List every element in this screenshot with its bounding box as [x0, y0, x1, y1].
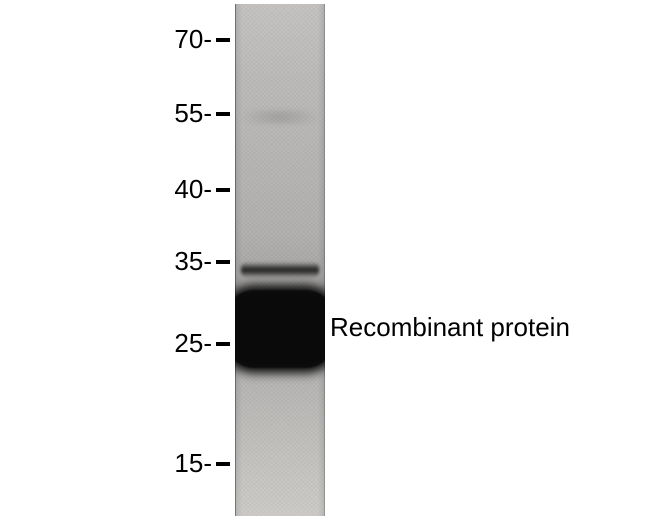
- mw-marker-25: 25-: [174, 328, 212, 359]
- mw-tick-70: [216, 38, 230, 42]
- mw-marker-55: 55-: [174, 98, 212, 129]
- sample-label: Recombinant protein: [330, 312, 570, 343]
- blot-lane: [235, 4, 325, 516]
- sample-label-text: Recombinant protein: [330, 312, 570, 342]
- mw-marker-35: 35-: [174, 246, 212, 277]
- mw-tick-55: [216, 112, 230, 116]
- mw-tick-40: [216, 188, 230, 192]
- mw-marker-15: 15-: [174, 448, 212, 479]
- mw-marker-70: 70-: [174, 24, 212, 55]
- mw-tick-25: [216, 342, 230, 346]
- mw-tick-35: [216, 260, 230, 264]
- mw-marker-40: 40-: [174, 174, 212, 205]
- mw-tick-15: [216, 462, 230, 466]
- film-grain: [235, 4, 325, 516]
- western-blot-figure: 70- 55- 40- 35- 25- 15- Recombinant protein: [0, 0, 650, 520]
